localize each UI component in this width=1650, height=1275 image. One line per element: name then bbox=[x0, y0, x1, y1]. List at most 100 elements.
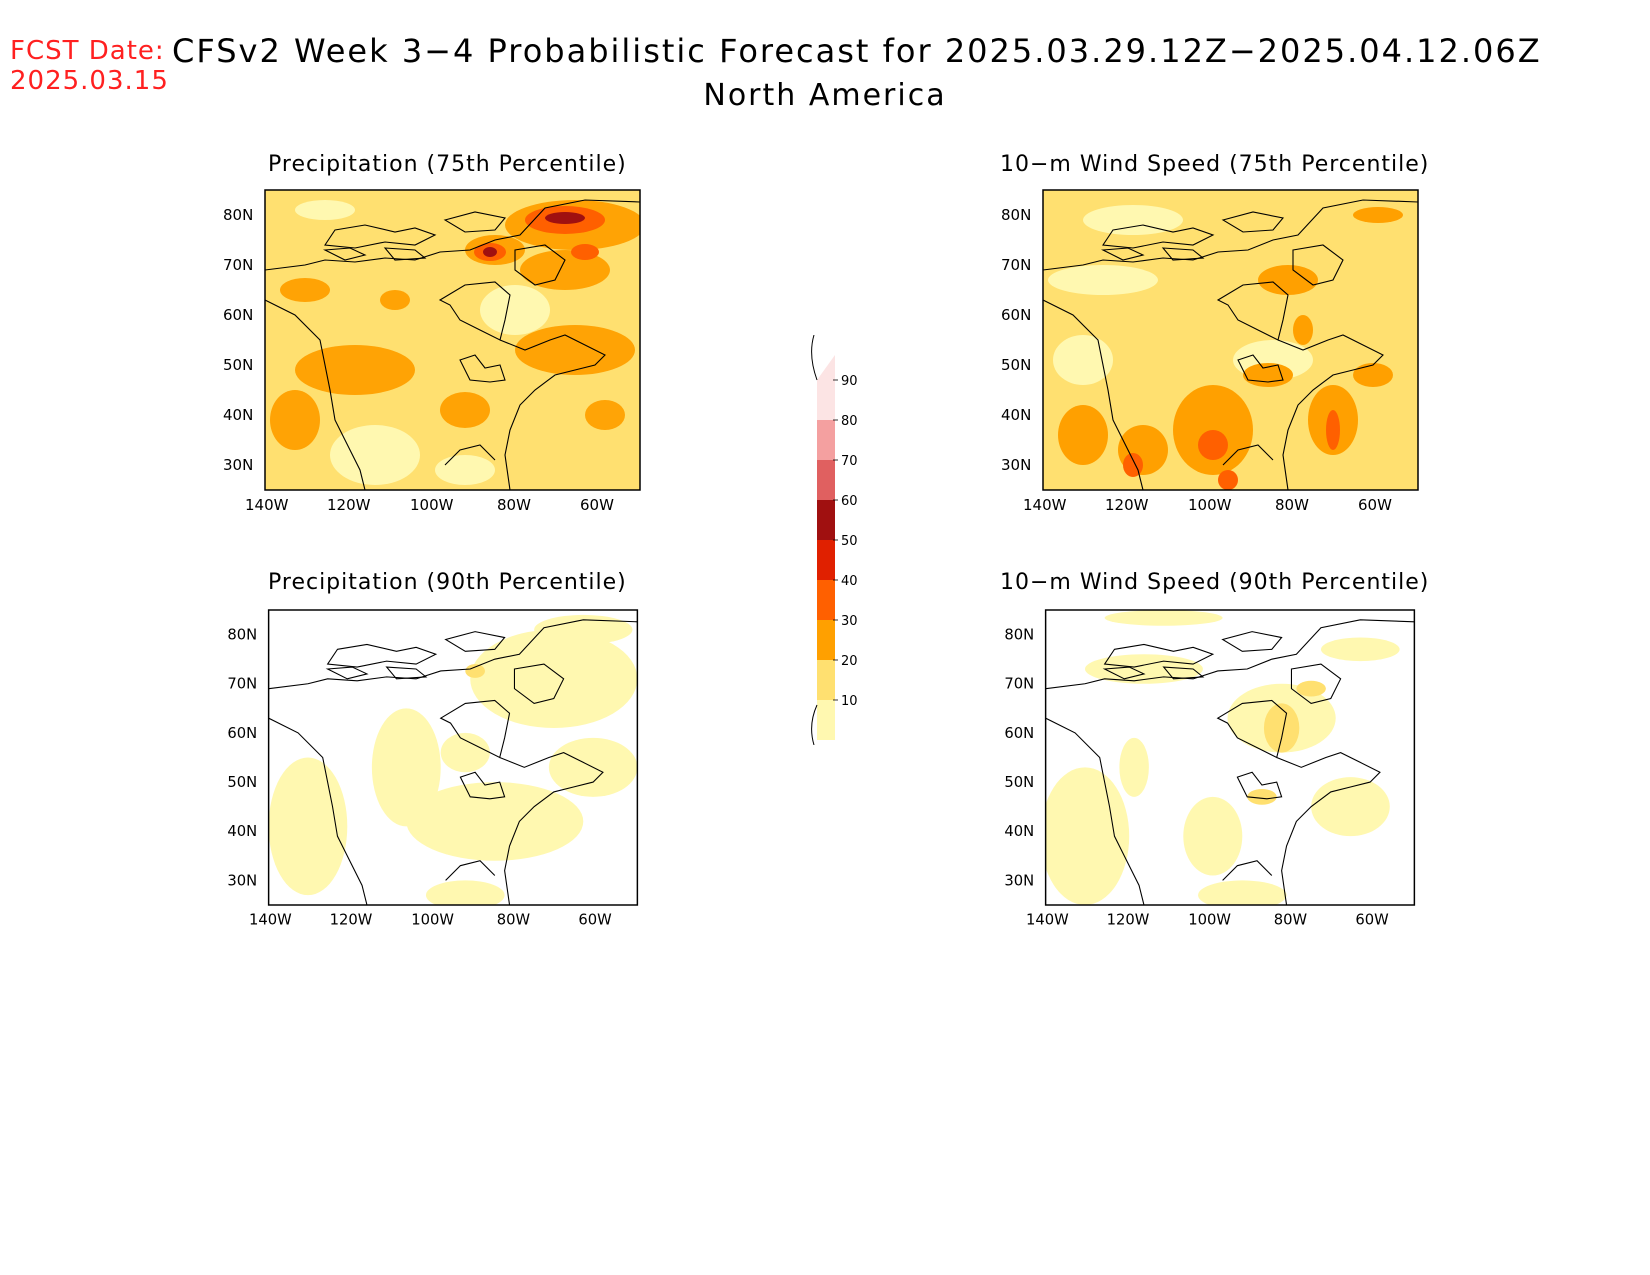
lat-tick: 50N bbox=[1004, 774, 1034, 791]
lat-tick: 30N bbox=[1001, 456, 1031, 474]
prob-contours-high bbox=[1123, 410, 1340, 490]
lat-tick: 70N bbox=[223, 256, 253, 274]
lat-tick: 80N bbox=[1001, 206, 1031, 224]
colorbar-bottom-arrow bbox=[811, 704, 818, 745]
colorbar-swatch bbox=[817, 540, 835, 580]
lon-tick: 140W bbox=[1026, 912, 1069, 929]
lat-tick: 30N bbox=[223, 456, 253, 474]
map-precip90: 80N 70N 60N 50N 40N 30N 140W 120W 100W 8… bbox=[227, 609, 639, 929]
lat-tick: 60N bbox=[1001, 306, 1031, 324]
lon-tick: 60W bbox=[1358, 496, 1392, 514]
lon-tick: 120W bbox=[1105, 496, 1149, 514]
lon-ticks: 140W 120W 100W 80W 60W bbox=[249, 912, 612, 929]
lon-tick: 80W bbox=[1275, 496, 1309, 514]
lon-tick: 120W bbox=[330, 912, 373, 929]
colorbar-label: 70 bbox=[841, 454, 858, 469]
prob-contours bbox=[1058, 207, 1403, 475]
lat-ticks: 80N 70N 60N 50N 40N 30N bbox=[227, 627, 257, 890]
lon-tick: 80W bbox=[1274, 912, 1308, 929]
map-frame bbox=[1042, 189, 1419, 491]
colorbar-swatch bbox=[817, 460, 835, 500]
lon-tick: 60W bbox=[580, 496, 614, 514]
lon-ticks: 140W 120W 100W 80W 60W bbox=[1026, 912, 1389, 929]
prob-contours-mid bbox=[465, 664, 485, 678]
lon-tick: 60W bbox=[578, 912, 612, 929]
colorbar-label: 90 bbox=[841, 374, 858, 389]
lon-tick: 80W bbox=[497, 912, 531, 929]
lat-tick: 40N bbox=[1001, 406, 1031, 424]
lat-tick: 50N bbox=[223, 356, 253, 374]
colorbar-swatch bbox=[817, 420, 835, 460]
lat-tick: 50N bbox=[227, 774, 257, 791]
region-label: North America bbox=[703, 78, 947, 113]
colorbar-label: 60 bbox=[841, 494, 858, 509]
fcst-date-label: FCST Date: bbox=[10, 36, 165, 66]
lon-tick: 100W bbox=[411, 912, 454, 929]
lat-tick: 50N bbox=[1001, 356, 1031, 374]
lat-tick: 40N bbox=[1004, 823, 1034, 840]
coastline bbox=[268, 619, 638, 905]
lat-tick: 80N bbox=[1004, 627, 1034, 644]
colorbar-labels: 90 80 70 60 50 40 30 20 10 bbox=[833, 374, 858, 709]
colorbar-wedge bbox=[817, 355, 835, 380]
colorbar-swatch bbox=[817, 500, 835, 540]
lat-tick: 70N bbox=[1004, 676, 1034, 693]
lat-tick: 70N bbox=[1001, 256, 1031, 274]
lon-tick: 100W bbox=[410, 496, 454, 514]
lat-ticks: 80N 70N 60N 50N 40N 30N bbox=[1004, 627, 1034, 890]
colorbar-label: 50 bbox=[841, 534, 858, 549]
prob-contours-low bbox=[295, 200, 550, 485]
lat-tick: 40N bbox=[223, 406, 253, 424]
lat-tick: 80N bbox=[227, 627, 257, 644]
lon-ticks: 140W 120W 100W 80W 60W bbox=[1023, 496, 1392, 514]
panel-title-wind75: 10−m Wind Speed (75th Percentile) bbox=[1000, 152, 1430, 177]
lon-ticks: 140W 120W 100W 80W 60W bbox=[245, 496, 614, 514]
lat-tick: 70N bbox=[227, 676, 257, 693]
lat-tick: 40N bbox=[227, 823, 257, 840]
lon-tick: 140W bbox=[245, 496, 289, 514]
colorbar: 90 80 70 60 50 40 30 20 10 bbox=[811, 335, 858, 745]
lon-tick: 60W bbox=[1355, 912, 1389, 929]
panel-title-wind90: 10−m Wind Speed (90th Percentile) bbox=[1000, 570, 1430, 595]
map-precip75: 80N 70N 60N 50N 40N 30N 140W 120W 100W 8… bbox=[223, 189, 641, 514]
colorbar-top-arrow bbox=[811, 335, 818, 381]
lat-tick: 30N bbox=[1004, 872, 1034, 889]
map-frame bbox=[267, 609, 639, 906]
colorbar-label: 20 bbox=[841, 654, 858, 669]
lat-tick: 80N bbox=[223, 206, 253, 224]
page-title: CFSv2 Week 3−4 Probabilistic Forecast fo… bbox=[172, 32, 1542, 70]
lon-tick: 80W bbox=[497, 496, 531, 514]
colorbar-swatches bbox=[817, 355, 835, 740]
map-frame bbox=[1044, 609, 1416, 906]
lon-tick: 100W bbox=[1188, 912, 1231, 929]
lat-tick: 60N bbox=[223, 306, 253, 324]
coastline bbox=[265, 199, 640, 490]
lon-tick: 140W bbox=[249, 912, 292, 929]
panel-title-precip90: Precipitation (90th Percentile) bbox=[268, 570, 627, 595]
colorbar-swatch bbox=[817, 620, 835, 660]
lon-tick: 120W bbox=[327, 496, 371, 514]
lat-ticks: 80N 70N 60N 50N 40N 30N bbox=[223, 206, 253, 474]
prob-contours-peak bbox=[483, 212, 585, 257]
colorbar-swatch bbox=[817, 700, 835, 740]
fcst-date-value: 2025.03.15 bbox=[10, 66, 169, 96]
colorbar-label: 80 bbox=[841, 414, 858, 429]
coastline bbox=[1043, 199, 1418, 490]
colorbar-label: 30 bbox=[841, 614, 858, 629]
region-title: North America bbox=[0, 78, 1650, 113]
lon-tick: 140W bbox=[1023, 496, 1067, 514]
lon-tick: 100W bbox=[1188, 496, 1232, 514]
prob-contours-mid bbox=[1247, 680, 1326, 805]
colorbar-swatch bbox=[817, 660, 835, 700]
colorbar-swatch bbox=[817, 580, 835, 620]
map-frame bbox=[264, 189, 641, 491]
panel-title-precip75: Precipitation (75th Percentile) bbox=[268, 152, 627, 177]
map-wind90: 80N 70N 60N 50N 40N 30N 140W 120W 100W 8… bbox=[1004, 609, 1416, 929]
colorbar-label: 40 bbox=[841, 574, 858, 589]
coastline bbox=[1045, 619, 1415, 905]
map-wind75: 80N 70N 60N 50N 40N 30N 140W 120W 100W 8… bbox=[1001, 189, 1419, 514]
forecast-date: FCST Date: 2025.03.15 bbox=[10, 36, 169, 96]
lat-tick: 60N bbox=[1004, 725, 1034, 742]
lat-tick: 60N bbox=[227, 725, 257, 742]
colorbar-swatch bbox=[817, 380, 835, 420]
